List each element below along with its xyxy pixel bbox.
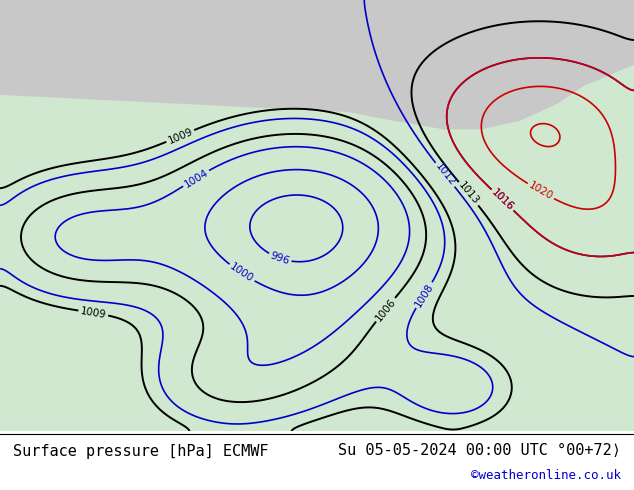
Polygon shape — [0, 0, 634, 129]
Text: 1009: 1009 — [166, 126, 194, 146]
Text: 1012: 1012 — [433, 161, 457, 188]
Text: 1016: 1016 — [489, 187, 515, 213]
Text: 1020: 1020 — [527, 180, 555, 202]
Text: 1000: 1000 — [228, 262, 256, 284]
Text: 996: 996 — [269, 250, 291, 266]
Text: 1006: 1006 — [373, 296, 398, 323]
Text: 1008: 1008 — [413, 281, 436, 309]
Text: 1016: 1016 — [489, 187, 515, 213]
Text: 1009: 1009 — [79, 306, 107, 320]
Text: 1004: 1004 — [182, 167, 210, 189]
Text: 1013: 1013 — [456, 180, 481, 207]
Ellipse shape — [79, 121, 301, 242]
Text: ©weatheronline.co.uk: ©weatheronline.co.uk — [471, 469, 621, 482]
Text: Surface pressure [hPa] ECMWF: Surface pressure [hPa] ECMWF — [13, 444, 268, 459]
Text: Su 05-05-2024 00:00 UTC °00+72⟩: Su 05-05-2024 00:00 UTC °00+72⟩ — [339, 442, 621, 458]
Polygon shape — [76, 112, 444, 216]
